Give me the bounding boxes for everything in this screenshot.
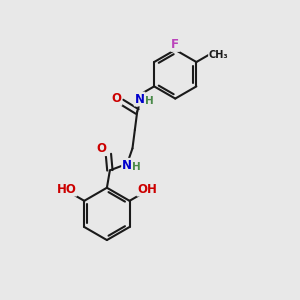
Text: N: N bbox=[122, 159, 132, 172]
Text: N: N bbox=[135, 92, 145, 106]
Text: O: O bbox=[111, 92, 122, 105]
Text: O: O bbox=[97, 142, 107, 155]
Text: H: H bbox=[132, 162, 141, 172]
Text: F: F bbox=[171, 38, 179, 51]
Text: CH₃: CH₃ bbox=[209, 50, 229, 60]
Text: HO: HO bbox=[57, 183, 76, 196]
Text: H: H bbox=[145, 96, 154, 106]
Text: OH: OH bbox=[137, 183, 157, 196]
